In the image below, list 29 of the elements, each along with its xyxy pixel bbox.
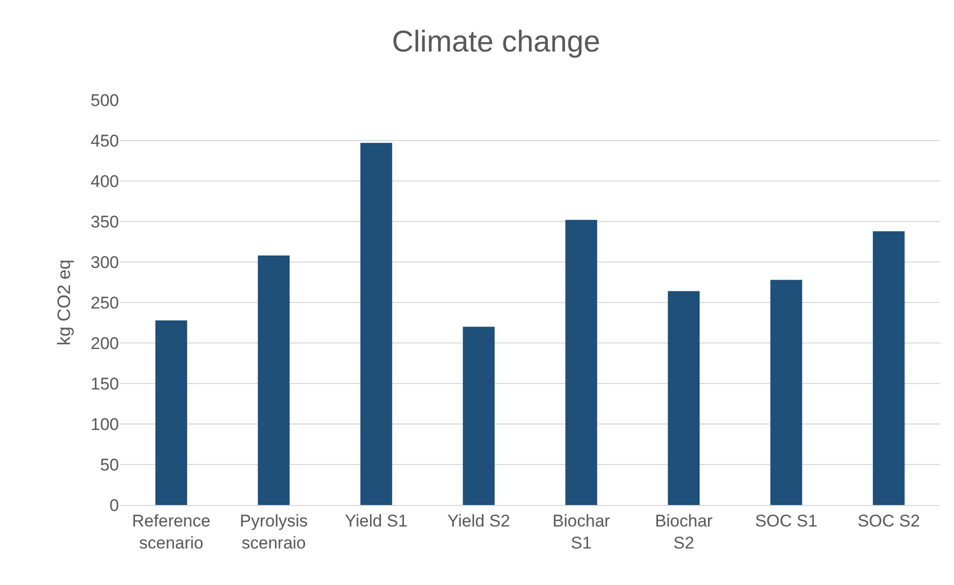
y-tick-label: 450 [90, 131, 119, 150]
x-tick-label: Reference scenario [132, 511, 210, 552]
y-tick-label: 250 [90, 293, 119, 312]
y-tick-label: 0 [110, 496, 119, 515]
y-tick-label: 50 [100, 455, 119, 474]
bar [360, 142, 392, 505]
chart-title: Climate change [392, 25, 600, 58]
bar [668, 291, 700, 505]
y-tick-label: 500 [90, 90, 119, 110]
y-axis-title: kg CO2 eq [54, 259, 74, 346]
y-tick-label: 400 [90, 172, 119, 191]
x-tick-label: Yield S1 [344, 511, 408, 530]
bar [872, 231, 905, 505]
x-tick-label: SOC S1 [755, 511, 818, 530]
x-tick-label: SOC S2 [858, 511, 920, 530]
y-tick-label: 150 [90, 374, 119, 394]
x-tick-label: Biochar S1 [552, 511, 610, 552]
bar [770, 280, 802, 505]
x-tick-label: Yield S2 [447, 511, 510, 530]
y-tick-label: 100 [90, 414, 119, 434]
bar [565, 220, 598, 505]
y-tick-label: 350 [90, 212, 119, 232]
y-tick-label: 300 [90, 252, 119, 272]
bar [462, 326, 495, 505]
x-tick-label: Biochar S2 [654, 511, 713, 552]
x-tick-label: Pyrolysis scenraio [240, 511, 308, 552]
bar [258, 256, 290, 505]
bar [155, 320, 188, 505]
y-tick-label: 200 [90, 334, 119, 353]
